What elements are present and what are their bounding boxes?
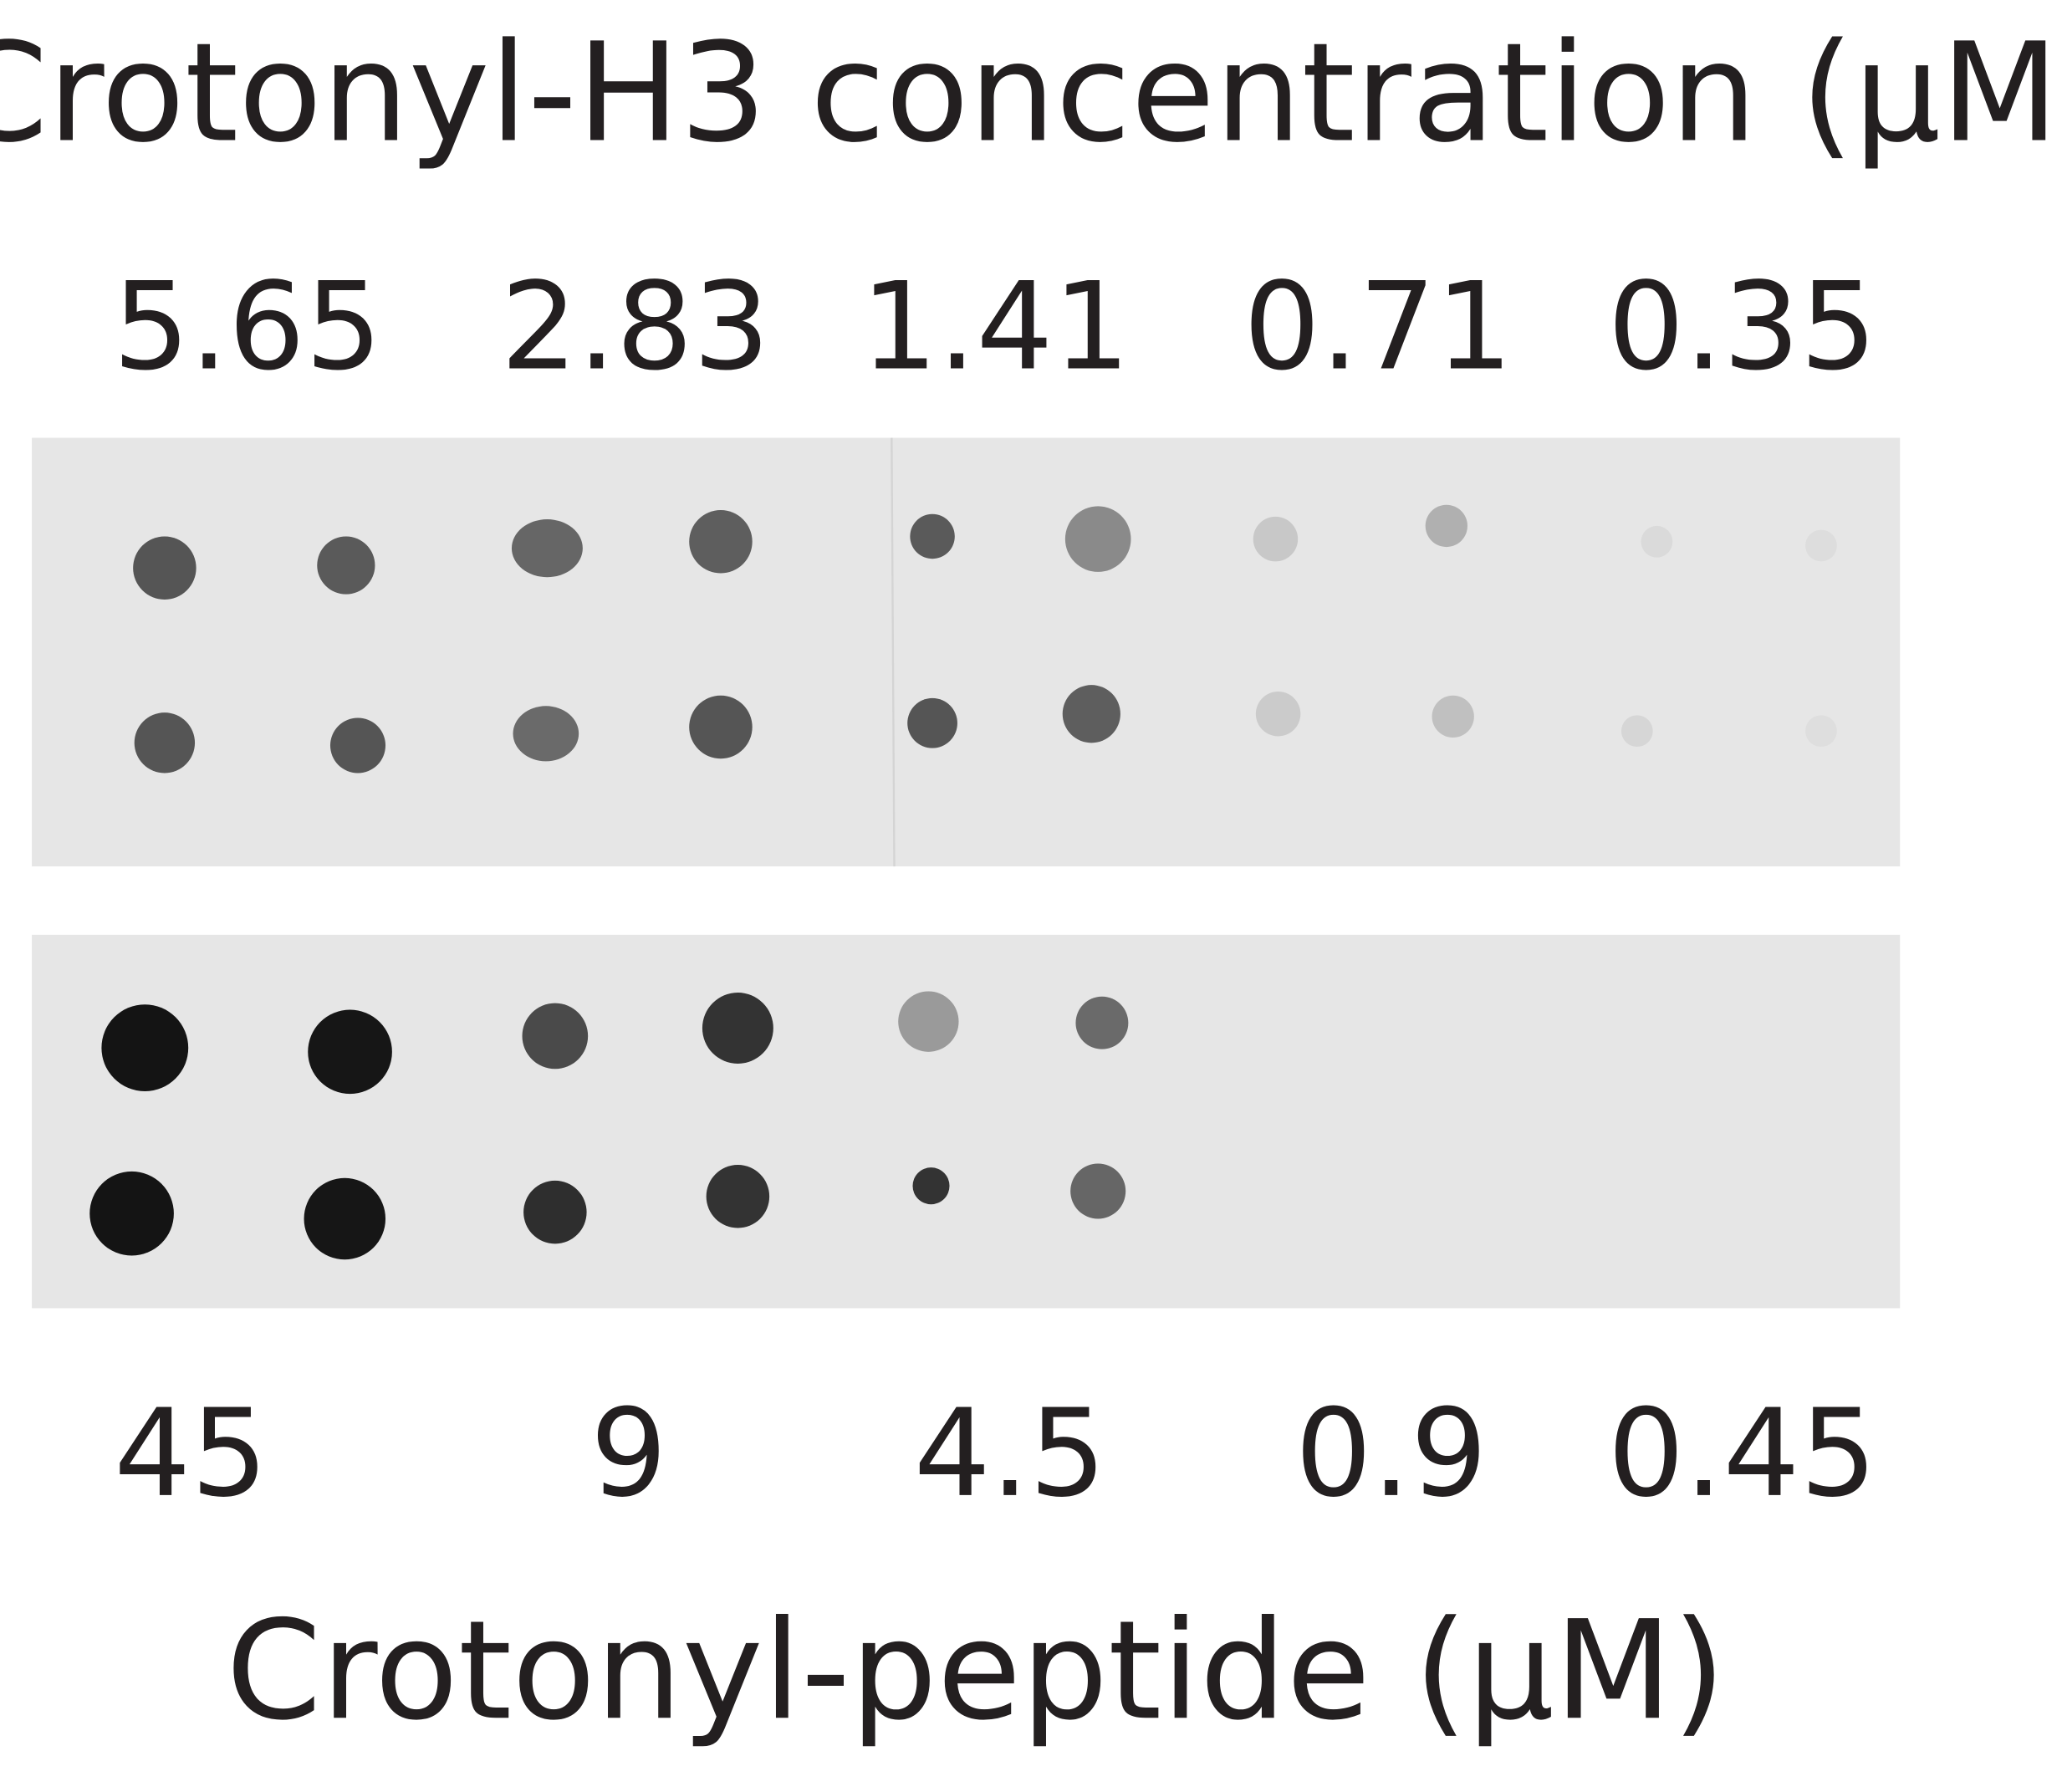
concentration-label: 0.71	[1243, 257, 1513, 397]
dot	[308, 1009, 392, 1095]
dot	[329, 717, 386, 773]
dot	[1253, 516, 1299, 562]
blot-panel-top	[32, 437, 1901, 867]
dot	[101, 1004, 189, 1091]
concentration-label: 4.5	[914, 1384, 1106, 1524]
dot	[689, 510, 753, 574]
dot	[912, 1167, 950, 1205]
dot	[134, 712, 196, 773]
dot	[910, 513, 955, 559]
concentration-label: 0.45	[1608, 1384, 1877, 1524]
blot-panel-bottom	[32, 934, 1901, 1309]
dot	[304, 1177, 386, 1260]
dot	[898, 991, 959, 1052]
top-labels: 5.65 2.83 1.41 0.71 0.35	[113, 257, 1877, 397]
footer-title: Crotonyl-peptide (µM)	[226, 1590, 1725, 1750]
dot	[1062, 685, 1120, 743]
figure-title: Crotonyl-H3 concentration (µM)	[0, 13, 2062, 173]
concentration-label: 0.35	[1608, 257, 1877, 397]
dot	[706, 1165, 770, 1228]
dot	[702, 993, 773, 1064]
dot	[1621, 715, 1653, 748]
dot	[1075, 996, 1129, 1049]
concentration-label: 1.41	[861, 257, 1131, 397]
dot	[1432, 695, 1474, 738]
membrane	[32, 934, 1901, 1309]
dot	[89, 1171, 174, 1256]
dot	[1070, 1163, 1126, 1219]
dot	[511, 519, 583, 578]
concentration-label: 0.9	[1295, 1384, 1488, 1524]
dot	[513, 706, 579, 762]
concentration-label: 2.83	[501, 257, 770, 397]
dot	[1805, 715, 1837, 748]
dot	[522, 1003, 589, 1070]
concentration-label: 9	[590, 1384, 667, 1524]
crease	[891, 437, 896, 867]
dot	[317, 536, 375, 595]
concentration-label: 45	[114, 1384, 268, 1524]
dot	[1255, 692, 1301, 737]
dot	[1064, 506, 1131, 572]
dot	[1425, 504, 1467, 548]
bottom-labels: 45 9 4.5 0.9 0.45	[114, 1384, 1876, 1524]
concentration-label: 5.65	[113, 257, 382, 397]
dot	[133, 536, 197, 600]
dot	[689, 695, 753, 759]
dot	[523, 1180, 587, 1244]
dot	[1805, 529, 1837, 562]
membrane	[32, 437, 1901, 867]
dot	[907, 697, 957, 748]
dot	[1641, 525, 1673, 558]
